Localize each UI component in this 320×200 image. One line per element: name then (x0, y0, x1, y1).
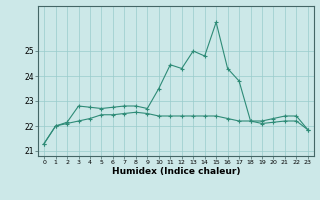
X-axis label: Humidex (Indice chaleur): Humidex (Indice chaleur) (112, 167, 240, 176)
